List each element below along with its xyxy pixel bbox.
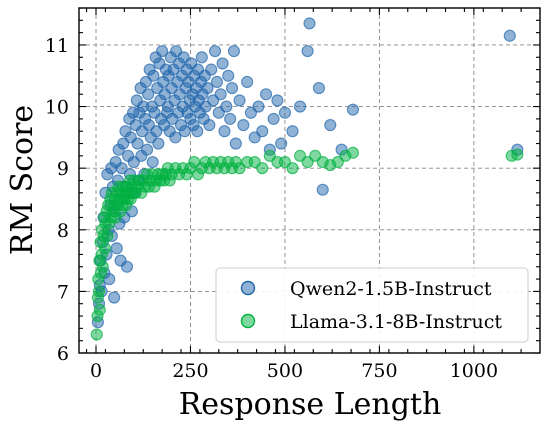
qwen-point <box>142 88 155 101</box>
qwen-point <box>241 75 254 88</box>
qwen-point <box>503 29 516 42</box>
legend-label-qwen: Qwen2-1.5B-Instruct <box>290 278 492 300</box>
llama-point <box>256 162 269 175</box>
qwen-point <box>229 137 242 150</box>
llama-point <box>286 162 299 175</box>
y-tick-label: 6 <box>57 343 69 365</box>
x-tick-label: 750 <box>361 360 397 382</box>
ticks <box>79 7 540 354</box>
y-tick-label: 8 <box>57 220 69 242</box>
llama-point <box>93 303 106 316</box>
qwen-point <box>259 88 273 101</box>
qwen-point <box>294 100 307 113</box>
qwen-point <box>301 45 314 58</box>
y-axis-label: RM Score <box>5 105 40 255</box>
qwen-point <box>214 88 227 101</box>
qwen-point <box>210 75 223 88</box>
x-axis-label: Response Length <box>179 387 442 422</box>
llama-point <box>90 328 103 341</box>
qwen-point <box>169 131 182 144</box>
x-tick-labels: 0 250 500 750 1000 <box>90 360 498 382</box>
qwen-point <box>218 125 231 138</box>
x-tick-label: 250 <box>172 360 208 382</box>
qwen-point <box>110 242 123 255</box>
qwen-point <box>195 51 208 64</box>
llama-point <box>92 285 106 298</box>
qwen-point <box>115 162 128 175</box>
legend-label-llama: Llama-3.1-8B-Instruct <box>290 311 502 333</box>
qwen-point <box>252 100 265 113</box>
x-tick-label: 500 <box>267 360 303 382</box>
qwen-point <box>201 82 214 95</box>
plot-area <box>90 17 524 341</box>
qwen-point <box>316 183 329 196</box>
qwen-point <box>271 94 284 107</box>
qwen-point <box>205 63 218 76</box>
qwen-point <box>208 45 222 58</box>
qwen-point <box>222 69 235 82</box>
qwen-point <box>275 137 288 150</box>
llama-point <box>101 229 114 242</box>
llama-point <box>511 148 524 161</box>
qwen-point <box>237 119 250 132</box>
qwen-point <box>278 106 291 119</box>
qwen-point <box>147 69 160 82</box>
qwen-point <box>220 100 233 113</box>
qwen-point <box>156 45 169 58</box>
qwen-point <box>225 82 239 95</box>
qwen-point <box>108 291 121 304</box>
y-tick-label: 11 <box>45 35 69 57</box>
qwen-point <box>303 17 316 30</box>
y-tick-label: 10 <box>45 97 69 119</box>
qwen-point <box>256 125 269 138</box>
qwen-point <box>120 260 134 273</box>
qwen-point <box>233 94 246 107</box>
qwen-point <box>191 125 204 138</box>
qwen-point <box>227 45 240 58</box>
qwen-point <box>312 82 325 95</box>
llama-point <box>346 146 360 159</box>
qwen-point <box>286 125 299 138</box>
qwen-point <box>224 112 237 125</box>
llama-point <box>99 242 112 255</box>
qwen-point <box>146 155 159 169</box>
qwen-point <box>324 119 337 132</box>
legend: Qwen2-1.5B-Instruct Llama-3.1-8B-Instruc… <box>215 267 529 343</box>
llama-point <box>96 260 109 273</box>
qwen-point <box>152 137 165 150</box>
qwen-point <box>203 119 216 132</box>
qwen-point <box>131 137 144 150</box>
legend-marker-llama <box>240 313 256 329</box>
x-tick-label: 0 <box>90 360 102 382</box>
y-tick-labels: 6 7 8 9 10 11 <box>45 35 69 365</box>
legend-box <box>215 267 529 343</box>
qwen-point <box>267 112 280 125</box>
y-tick-label: 7 <box>57 281 69 303</box>
qwen-point <box>140 143 154 156</box>
qwen-point <box>346 103 360 116</box>
y-tick-label: 9 <box>57 158 69 180</box>
legend-marker-qwen <box>240 280 256 296</box>
qwen-point <box>216 57 229 70</box>
qwen-point <box>178 125 191 138</box>
x-tick-label: 1000 <box>450 360 498 382</box>
